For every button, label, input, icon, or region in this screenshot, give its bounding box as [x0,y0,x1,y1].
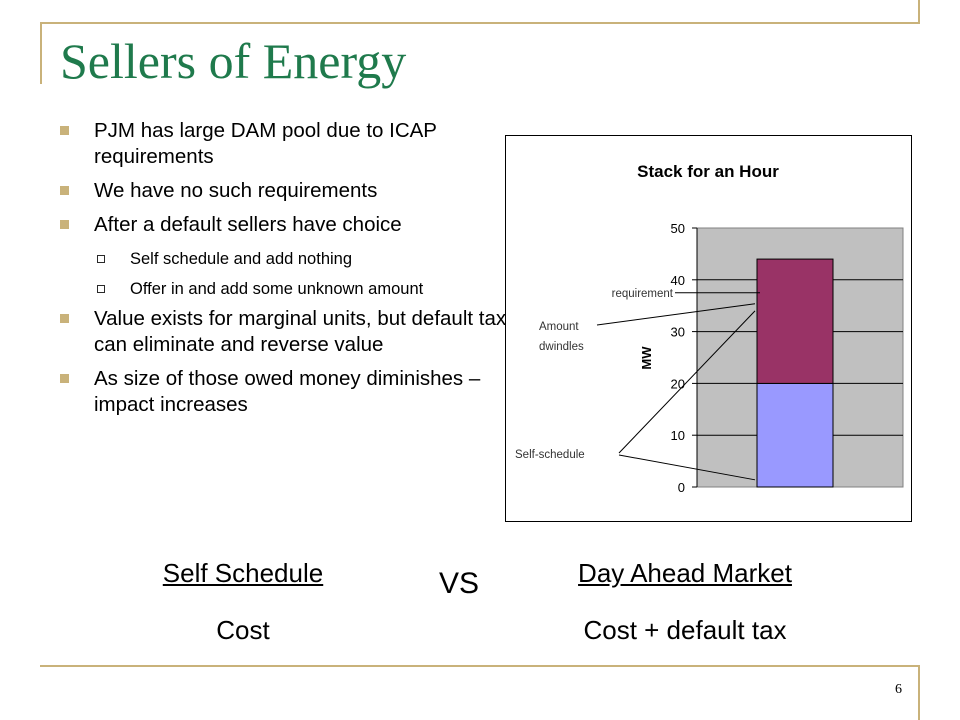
frame-bottom-line [40,665,920,667]
bullet-item: After a default sellers have choice [60,212,520,238]
annotation-requirement: requirement [612,288,674,300]
bar-segment-1 [756,382,834,488]
y-axis-label: MW [639,346,654,370]
self-schedule-value: Cost [216,615,270,645]
annotation-self-schedule-line-b [618,454,756,481]
versus-label: VS [438,567,480,600]
slide-title: Sellers of Energy [60,33,407,89]
day-ahead-market-heading: Day Ahead Market [578,558,792,588]
bullet-text: We have no such requirements [94,179,378,202]
bullet-item: PJM has large DAM pool due to ICAP requi… [60,118,520,170]
sub-bullet-text: Self schedule and add nothing [130,250,353,268]
annotation-amount-line1: Amount [539,321,579,333]
bullet-item: We have no such requirements [60,178,520,204]
y-tick-label: 10 [671,428,685,443]
bullet-item: As size of those owed money diminishes –… [60,366,520,418]
bullet-square-icon [60,186,69,195]
frame-bottom-right-line [918,665,920,720]
bullet-square-icon [60,220,69,229]
bullet-square-icon [60,374,69,383]
y-tick-label: 40 [671,273,685,288]
hollow-square-bullet-icon [97,255,105,263]
bullet-text: After a default sellers have choice [94,213,402,236]
bullet-text: Value exists for marginal units, but def… [94,307,507,356]
frame-top-line [40,22,920,24]
frame-left-line [40,22,42,84]
annotation-self-schedule: Self-schedule [515,449,585,461]
y-tick-label: 0 [678,480,685,495]
sub-bullet-item: Offer in and add some unknown amount [60,276,520,302]
y-tick-label: 20 [671,376,685,391]
sub-bullet-text: Offer in and add some unknown amount [130,280,424,298]
bullet-text: PJM has large DAM pool due to ICAP requi… [94,119,437,168]
bar-segment-2 [756,258,834,384]
bullet-list: PJM has large DAM pool due to ICAP requi… [60,118,520,426]
day-ahead-market-value: Cost + default tax [583,615,787,645]
frame-right-line [918,0,920,22]
annotation-amount-line2: dwindles [539,341,584,353]
hollow-square-bullet-icon [97,285,105,293]
self-schedule-heading: Self Schedule [162,558,324,588]
page-number: 6 [895,682,902,697]
y-tick-label: 50 [671,221,685,236]
annotation-self-schedule-line-a [618,310,756,454]
chart-title: Stack for an Hour [637,162,779,181]
bullet-item: Value exists for marginal units, but def… [60,306,520,358]
bullet-text: As size of those owed money diminishes –… [94,367,481,416]
stack-chart: Stack for an Hour 0 10 20 30 40 50 MW requiremen… [515,162,904,495]
y-tick-label: 30 [671,325,685,340]
sub-bullet-item: Self schedule and add nothing [60,246,520,272]
annotation-amount-line [596,303,756,326]
bullet-square-icon [60,314,69,323]
bullet-square-icon [60,126,69,135]
